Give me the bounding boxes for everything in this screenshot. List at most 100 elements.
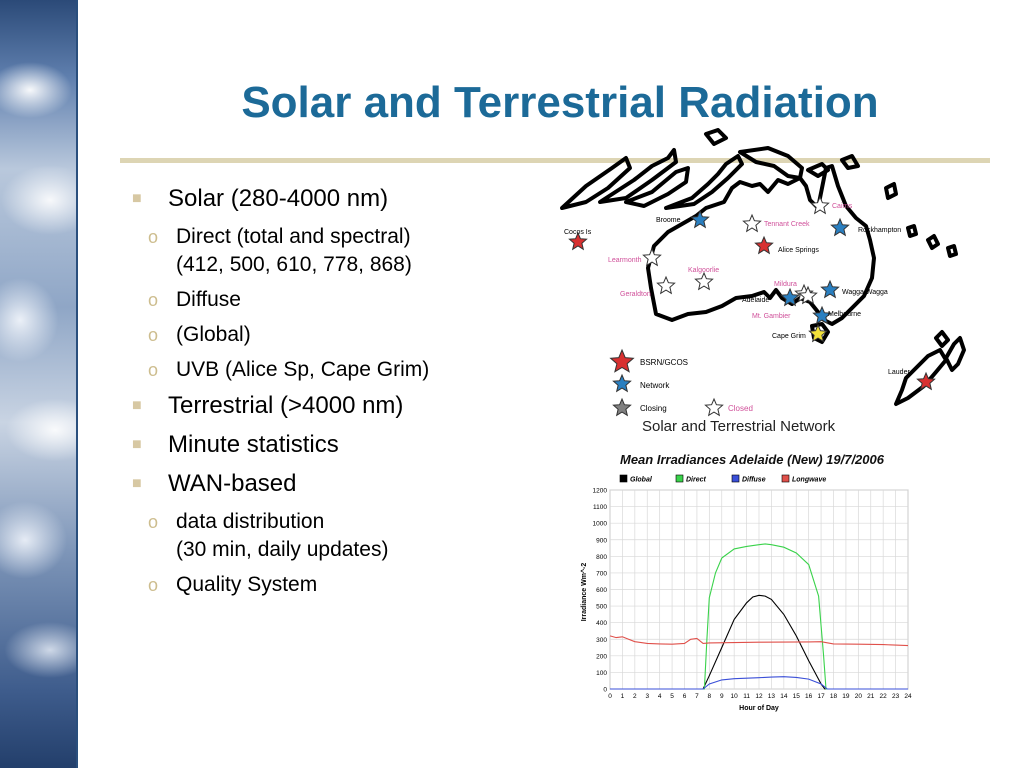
y-axis-label: Irradiance Wm^-2 bbox=[580, 563, 588, 622]
map-legend: BSRN/GCOS Network Closing Closed bbox=[609, 348, 753, 417]
sub-bullet-line: (30 min, daily updates) bbox=[176, 538, 389, 561]
x-tick-label: 6 bbox=[683, 693, 687, 700]
x-tick-label: 24 bbox=[904, 693, 912, 700]
y-tick-label: 1200 bbox=[593, 488, 608, 495]
legend-label: Longwave bbox=[792, 477, 826, 484]
x-tick-label: 11 bbox=[743, 693, 750, 700]
station-label-closed: Kalgoorlie bbox=[688, 267, 719, 274]
y-tick-label: 1000 bbox=[593, 521, 608, 528]
x-tick-label: 5 bbox=[670, 693, 674, 700]
x-tick-label: 9 bbox=[720, 693, 724, 700]
station-label: Wagga Wagga bbox=[842, 289, 888, 296]
station-labels: Cocos Is Broome Learmonth Geraldton Kalg… bbox=[564, 203, 910, 376]
sub-bullet-uvb: o UVB (Alice Sp, Cape Grim) bbox=[130, 356, 570, 384]
station-markers bbox=[568, 195, 936, 391]
station-label: Broome bbox=[656, 217, 681, 224]
y-tick-label: 200 bbox=[596, 653, 607, 660]
legend-label-bsrn: BSRN/GCOS bbox=[640, 358, 688, 367]
x-tick-label: 16 bbox=[805, 693, 813, 700]
x-tick-label: 22 bbox=[880, 693, 888, 700]
sub-list-wan: o data distribution (30 min, daily updat… bbox=[130, 508, 570, 599]
station-star-icon bbox=[830, 217, 850, 237]
series-line-diffuse bbox=[610, 676, 908, 690]
station-label: Cocos Is bbox=[564, 229, 592, 236]
square-bullet-icon: ■ bbox=[132, 436, 142, 453]
bullet-minute-statistics: ■ Minute statistics bbox=[130, 430, 570, 460]
sub-bullet-line: (412, 500, 610, 778, 868) bbox=[176, 253, 412, 276]
legend-swatch bbox=[619, 474, 628, 483]
bullet-text: Terrestrial (>4000 nm) bbox=[168, 392, 404, 419]
series-line-global bbox=[610, 594, 908, 690]
station-star-icon bbox=[820, 279, 840, 299]
legend-label-closed: Closed bbox=[728, 404, 753, 413]
x-axis-label: Hour of Day bbox=[739, 705, 779, 712]
x-tick-label: 21 bbox=[867, 693, 875, 700]
sub-bullet-diffuse: o Diffuse bbox=[130, 286, 570, 314]
circle-bullet-icon: o bbox=[148, 360, 159, 380]
station-star-icon bbox=[916, 371, 936, 391]
station-star-icon bbox=[742, 213, 762, 233]
x-tick-label: 17 bbox=[817, 693, 825, 700]
station-label-closed: Mildura bbox=[774, 281, 797, 288]
bullet-text: Solar (280-4000 nm) bbox=[168, 185, 389, 212]
y-tick-label: 700 bbox=[596, 570, 607, 577]
legend-label-closing: Closing bbox=[640, 404, 667, 413]
bullet-wan: ■ WAN-based bbox=[130, 469, 570, 499]
bullet-text: WAN-based bbox=[168, 470, 297, 497]
sub-bullet-data-distribution: o data distribution (30 min, daily updat… bbox=[130, 508, 570, 564]
irradiance-chart: Mean Irradiances Adelaide (New) 19/7/200… bbox=[574, 446, 920, 718]
x-tick-label: 18 bbox=[830, 693, 838, 700]
sub-bullet-line: Quality System bbox=[176, 573, 318, 596]
bullet-list: ■ Solar (280-4000 nm) o Direct (total an… bbox=[130, 184, 570, 606]
station-label: Lauder bbox=[888, 369, 910, 376]
legend-label-network: Network bbox=[640, 381, 670, 390]
series-line-direct bbox=[610, 543, 908, 690]
station-label: Adelaide bbox=[742, 297, 769, 304]
y-tick-label: 600 bbox=[596, 587, 607, 594]
station-label: Alice Springs bbox=[778, 247, 819, 254]
station-star-icon bbox=[656, 275, 676, 295]
station-star-icon bbox=[568, 231, 588, 251]
station-label-closed: Cairns bbox=[832, 203, 853, 210]
sub-bullet-direct: o Direct (total and spectral) (412, 500,… bbox=[130, 223, 570, 279]
cloud-background-strip bbox=[0, 0, 78, 768]
square-bullet-icon: ■ bbox=[132, 397, 142, 414]
station-label-closed: Mt. Gambier bbox=[752, 313, 791, 320]
sub-bullet-quality-system: o Quality System bbox=[130, 571, 570, 599]
legend-star-icon bbox=[609, 348, 635, 373]
chart-series bbox=[609, 543, 909, 690]
station-star-icon bbox=[812, 305, 832, 325]
title-rule bbox=[120, 158, 990, 163]
y-tick-label: 500 bbox=[596, 604, 607, 611]
series-line-longwave bbox=[609, 635, 909, 647]
bullet-terrestrial: ■ Terrestrial (>4000 nm) bbox=[130, 391, 570, 421]
station-map: Cocos Is Broome Learmonth Geraldton Kalg… bbox=[556, 128, 976, 440]
legend-star-icon bbox=[704, 397, 724, 417]
legend-star-icon bbox=[612, 373, 632, 393]
square-bullet-icon: ■ bbox=[132, 475, 142, 492]
legend-label: Global bbox=[630, 477, 653, 484]
station-map-svg: Cocos Is Broome Learmonth Geraldton Kalg… bbox=[560, 128, 966, 435]
x-tick-label: 14 bbox=[780, 693, 788, 700]
station-label: Rockhampton bbox=[858, 227, 901, 234]
y-tick-label: 800 bbox=[596, 554, 607, 561]
station-label-closed: Tennant Creek bbox=[764, 221, 810, 228]
station-label: Cape Grim bbox=[772, 333, 806, 340]
station-star-icon bbox=[798, 285, 818, 305]
strip-edge bbox=[76, 0, 78, 768]
y-tick-label: 900 bbox=[596, 537, 607, 544]
legend-star-icon bbox=[612, 397, 632, 417]
legend-swatch bbox=[731, 474, 740, 483]
station-star-icon bbox=[694, 271, 714, 291]
slide-title: Solar and Terrestrial Radiation bbox=[241, 78, 879, 127]
x-tick-label: 4 bbox=[658, 693, 662, 700]
station-label: Melbourne bbox=[828, 311, 861, 318]
sub-list-solar: o Direct (total and spectral) (412, 500,… bbox=[130, 223, 570, 384]
station-star-icon bbox=[808, 323, 828, 343]
circle-bullet-icon: o bbox=[148, 227, 159, 247]
station-label-closed: Geraldton bbox=[620, 291, 651, 298]
square-bullet-icon: ■ bbox=[132, 190, 142, 207]
x-tick-label: 19 bbox=[842, 693, 850, 700]
station-label-closed: Learmonth bbox=[608, 257, 642, 264]
chart-title: Mean Irradiances Adelaide (New) 19/7/200… bbox=[620, 452, 885, 467]
